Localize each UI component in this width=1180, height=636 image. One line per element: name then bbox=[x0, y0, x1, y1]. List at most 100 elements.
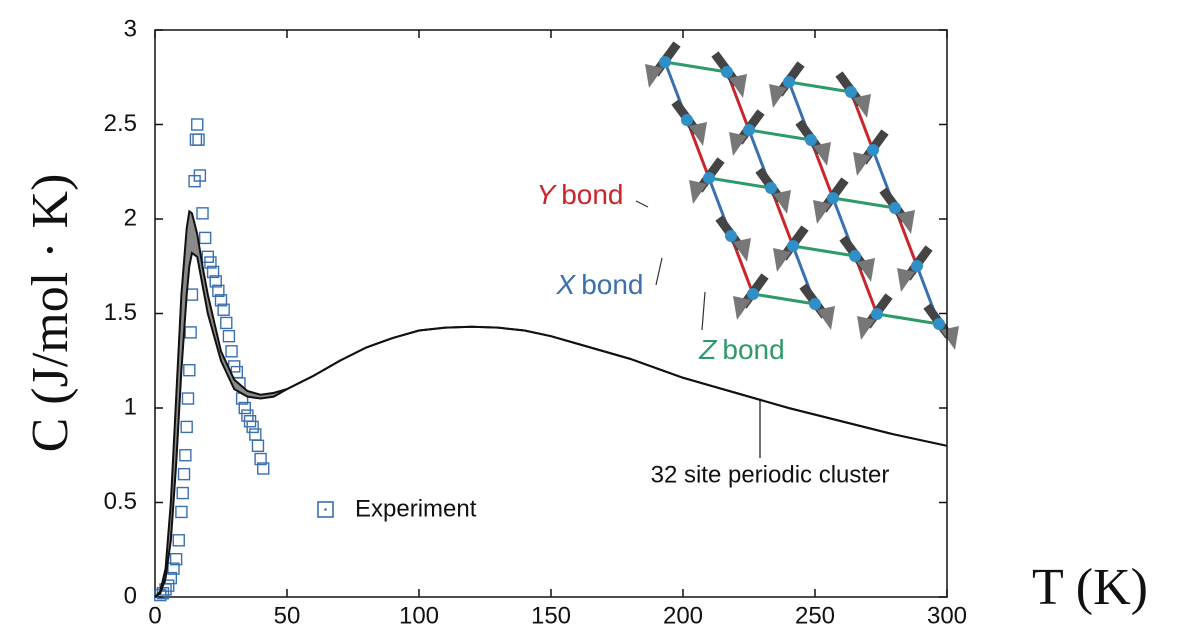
series-annotation: 32 site periodic cluster bbox=[651, 461, 890, 488]
site bbox=[911, 260, 923, 272]
experiment-point bbox=[185, 288, 199, 301]
site bbox=[867, 144, 879, 156]
lattice-inset bbox=[645, 41, 959, 350]
experiment-point bbox=[189, 133, 203, 146]
experiment-point bbox=[209, 275, 222, 288]
experiment-point bbox=[254, 452, 267, 466]
experiment-point bbox=[249, 428, 262, 441]
site bbox=[849, 250, 861, 262]
experiment-point bbox=[220, 316, 233, 330]
y-tick-label: 0 bbox=[124, 582, 137, 609]
band-upper-line bbox=[154, 209, 948, 598]
site bbox=[659, 56, 671, 68]
spin-cone bbox=[857, 316, 875, 340]
site bbox=[871, 308, 883, 320]
bond bbox=[748, 128, 812, 142]
bond-leader bbox=[635, 200, 649, 208]
experiment-point bbox=[222, 329, 236, 343]
site bbox=[743, 124, 755, 136]
bond-axis: X bbox=[556, 269, 577, 300]
bond bbox=[752, 292, 816, 306]
spin-cone bbox=[897, 210, 915, 234]
bond-leader bbox=[701, 291, 706, 331]
spin-cone bbox=[645, 64, 663, 88]
spin-cone bbox=[817, 306, 835, 330]
site bbox=[805, 134, 817, 146]
site bbox=[765, 182, 777, 194]
experiment-point bbox=[225, 345, 238, 358]
x-tick-label: 250 bbox=[795, 602, 835, 629]
spin-cone bbox=[689, 180, 707, 204]
spin-cone bbox=[769, 84, 787, 108]
spin-cone bbox=[773, 248, 791, 272]
spin-cone bbox=[853, 152, 871, 176]
experiment-point bbox=[204, 256, 217, 269]
spin-cone bbox=[773, 190, 791, 214]
x-tick-label: 100 bbox=[399, 602, 439, 629]
y-tick-label: 2 bbox=[124, 204, 137, 231]
experiment-point bbox=[214, 294, 228, 307]
y-tick-label: 0.5 bbox=[104, 488, 137, 515]
site bbox=[889, 202, 901, 214]
site bbox=[809, 298, 821, 310]
experiment-point bbox=[179, 449, 192, 462]
bond-leader bbox=[655, 257, 663, 286]
bond-axis: Y bbox=[537, 179, 558, 210]
spin-cone bbox=[733, 238, 751, 262]
site bbox=[827, 192, 839, 204]
experiment-point bbox=[191, 118, 204, 131]
experiment-point bbox=[257, 462, 270, 475]
legend-label: Experiment bbox=[355, 495, 477, 522]
legend-marker bbox=[317, 501, 334, 518]
experiment-point bbox=[183, 364, 196, 377]
experiment-point bbox=[181, 392, 195, 405]
spin-cone bbox=[853, 94, 871, 118]
spin-cone bbox=[729, 132, 747, 156]
experiment-point bbox=[246, 420, 259, 434]
experiment-point bbox=[196, 207, 209, 220]
y-tick-label: 1.5 bbox=[104, 299, 137, 326]
spin-cone bbox=[813, 142, 831, 166]
y-axis-label: C (J/mol · K) bbox=[22, 174, 79, 453]
y-tick-label: 3 bbox=[124, 15, 137, 42]
site bbox=[845, 86, 857, 98]
legend-marker-dot bbox=[324, 508, 327, 511]
x-tick-label: 300 bbox=[927, 602, 967, 629]
spin-cone bbox=[689, 122, 707, 146]
experiment-point bbox=[212, 284, 225, 298]
bond bbox=[664, 60, 728, 74]
bond bbox=[708, 176, 772, 190]
bond-word: bond bbox=[722, 334, 784, 365]
site bbox=[703, 172, 715, 184]
spin-cone bbox=[897, 268, 915, 292]
x-tick-label: 0 bbox=[148, 602, 161, 629]
experiment-point bbox=[193, 169, 207, 182]
x-tick-label: 50 bbox=[274, 602, 301, 629]
bond bbox=[876, 312, 940, 326]
bond bbox=[788, 80, 852, 94]
bond-word: bond bbox=[561, 179, 623, 210]
experiment-point bbox=[172, 534, 185, 547]
bond-axis: Z bbox=[698, 334, 717, 365]
band-fill bbox=[155, 211, 947, 597]
spin-cone bbox=[729, 74, 747, 98]
y-tick-label: 2.5 bbox=[104, 110, 137, 137]
experiment-point bbox=[238, 401, 251, 415]
experiment-point bbox=[217, 303, 230, 316]
site bbox=[783, 76, 795, 88]
experiment-point bbox=[169, 553, 183, 566]
site bbox=[725, 230, 737, 242]
site bbox=[747, 288, 759, 300]
experiment-point bbox=[198, 231, 212, 245]
experiment-point bbox=[167, 562, 180, 575]
spin-cone bbox=[733, 296, 751, 320]
y-tick-label: 1 bbox=[124, 393, 137, 420]
experiment-point bbox=[180, 420, 193, 434]
x-tick-label: 200 bbox=[663, 602, 703, 629]
site bbox=[933, 318, 945, 330]
bond bbox=[832, 196, 896, 210]
